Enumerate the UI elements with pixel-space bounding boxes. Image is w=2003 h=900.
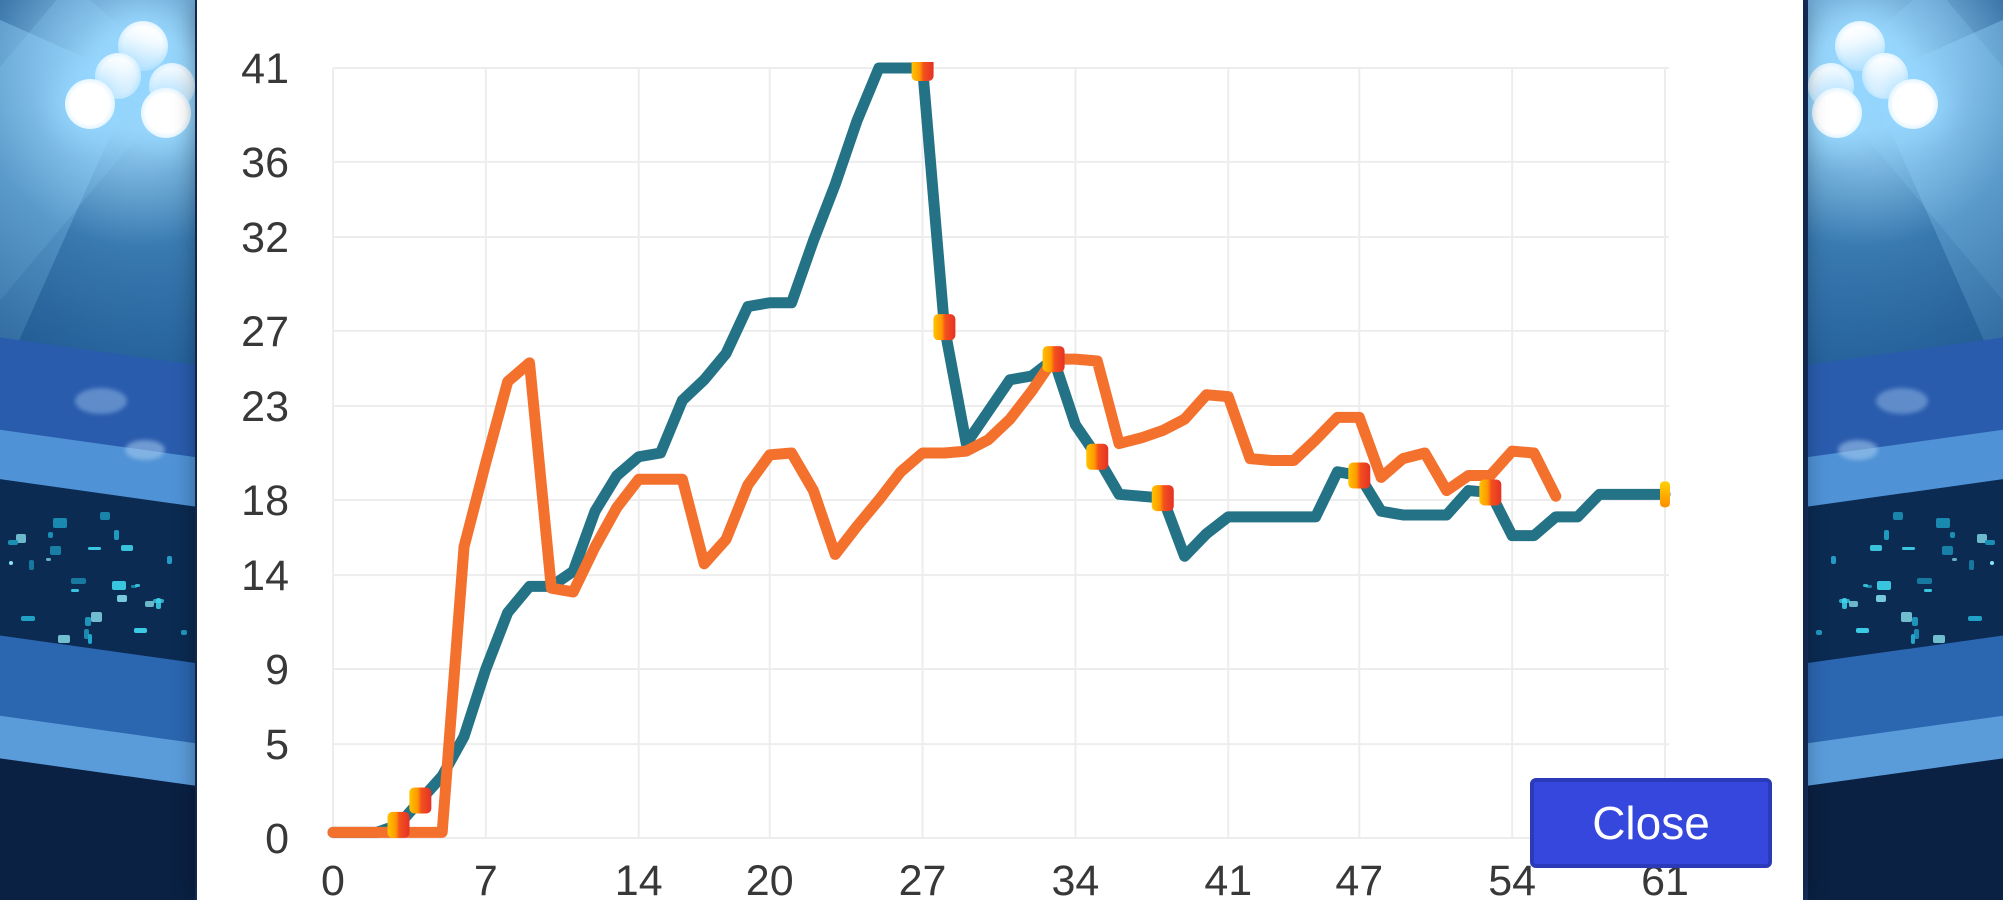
crowd-dot (1985, 540, 1995, 546)
crowd-dot (29, 560, 35, 571)
crowd-dot (1932, 634, 1945, 644)
x-tick-label: 0 (321, 857, 345, 900)
event-marker (387, 811, 410, 838)
y-tick-label: 23 (241, 383, 289, 431)
floodlight-icon (65, 79, 115, 129)
crowd-dot (84, 617, 91, 626)
crowd-dot (1949, 532, 1955, 538)
crowd-dot (111, 581, 127, 591)
grid (332, 66, 1669, 839)
stadium-background-left (0, 0, 200, 900)
crowd-dot (1917, 577, 1933, 585)
crowd-dot (1942, 546, 1954, 556)
crowd-dot (134, 583, 140, 588)
crowd-dot (87, 633, 92, 645)
crowd-dots (0, 0, 200, 900)
x-tick-label: 54 (1488, 857, 1536, 900)
series-end-marker (1659, 481, 1670, 508)
crowd-dot (116, 595, 127, 603)
y-tick-label: 36 (241, 139, 289, 187)
x-tick-label: 20 (746, 857, 794, 900)
crowd-dot (83, 628, 90, 639)
crowd-dot (100, 512, 111, 520)
crowd-dot (8, 540, 18, 546)
x-tick-label: 14 (615, 857, 663, 900)
crowd-dot (1911, 633, 1916, 645)
crowd-dot (1923, 589, 1933, 593)
crowd-dot (52, 518, 67, 528)
crowd-dot (58, 634, 71, 644)
x-tick-label: 27 (899, 857, 947, 900)
crowd-dot (90, 611, 102, 622)
crowd-dot (1876, 595, 1887, 603)
crowd-dot (1816, 629, 1822, 636)
crowd-dot (1951, 558, 1957, 562)
crowd-dot (1869, 545, 1882, 551)
glow-spot (125, 440, 165, 460)
y-tick-label: 18 (241, 477, 289, 525)
event-marker (409, 787, 432, 814)
plot-area (327, 62, 1671, 838)
y-tick-label: 14 (241, 552, 289, 600)
crowd-dot (1876, 581, 1892, 591)
crowd-dot (131, 584, 138, 589)
crowd-dot (167, 556, 172, 564)
panel-edge-line (1803, 0, 1808, 900)
x-tick-label: 41 (1204, 857, 1252, 900)
crowd-dot (1883, 530, 1889, 541)
crowd-dot (133, 628, 147, 634)
crowd-dot (155, 598, 162, 610)
crowd-dot (121, 545, 134, 551)
event-marker (1042, 346, 1065, 373)
crowd-dot (1841, 598, 1848, 610)
y-tick-label: 5 (265, 721, 289, 769)
x-tick-label: 34 (1052, 857, 1100, 900)
crowd-dot (20, 616, 36, 622)
crowd-dot (70, 577, 86, 585)
crowd-dot (46, 558, 52, 562)
crowd-dot (181, 629, 187, 636)
crowd-dot (1848, 600, 1858, 608)
crowd-dot (16, 533, 26, 543)
y-tick-label: 9 (265, 646, 289, 694)
crowd-dot (88, 546, 102, 550)
event-marker (1479, 479, 1502, 506)
crowd-dot (49, 546, 61, 556)
crowd-dot (9, 561, 14, 566)
crowd-dot (1936, 518, 1951, 528)
crowd-dot (1901, 611, 1913, 622)
event-marker (911, 62, 934, 81)
series-line-orange (327, 353, 1562, 838)
crowd-dot (114, 530, 120, 541)
y-tick-label: 27 (241, 308, 289, 356)
stadium-background-right (1803, 0, 2003, 900)
x-tick-label: 47 (1335, 857, 1383, 900)
crowd-dot (1967, 616, 1983, 622)
crowd-dot (1901, 546, 1915, 550)
crowd-dot (145, 600, 155, 608)
crowd-dot (1968, 560, 1974, 571)
crowd-dot (1856, 628, 1870, 634)
event-marker (1348, 462, 1371, 489)
crowd-dot (70, 589, 80, 593)
event-marker (1151, 485, 1174, 512)
event-marker (933, 314, 956, 341)
chart-panel: 0 5 9 14 18 23 27 32 36 41 0 7 14 20 27 34 41 47 54 61 Clos… (197, 0, 1803, 900)
crowd-dot (1892, 512, 1903, 520)
floodlight-icon (141, 88, 191, 138)
event-marker (1086, 443, 1109, 470)
y-tick-label: 32 (241, 214, 289, 262)
crowd-dot (48, 532, 54, 538)
crowd-dot (1831, 556, 1836, 564)
crowd-dot (1912, 617, 1919, 626)
y-tick-label: 41 (241, 45, 289, 93)
y-tick-label: 0 (265, 815, 289, 863)
close-button[interactable]: Close (1530, 778, 1772, 868)
glow-spot (75, 388, 127, 414)
x-tick-label: 7 (474, 857, 498, 900)
crowd-dot (1989, 561, 1994, 566)
